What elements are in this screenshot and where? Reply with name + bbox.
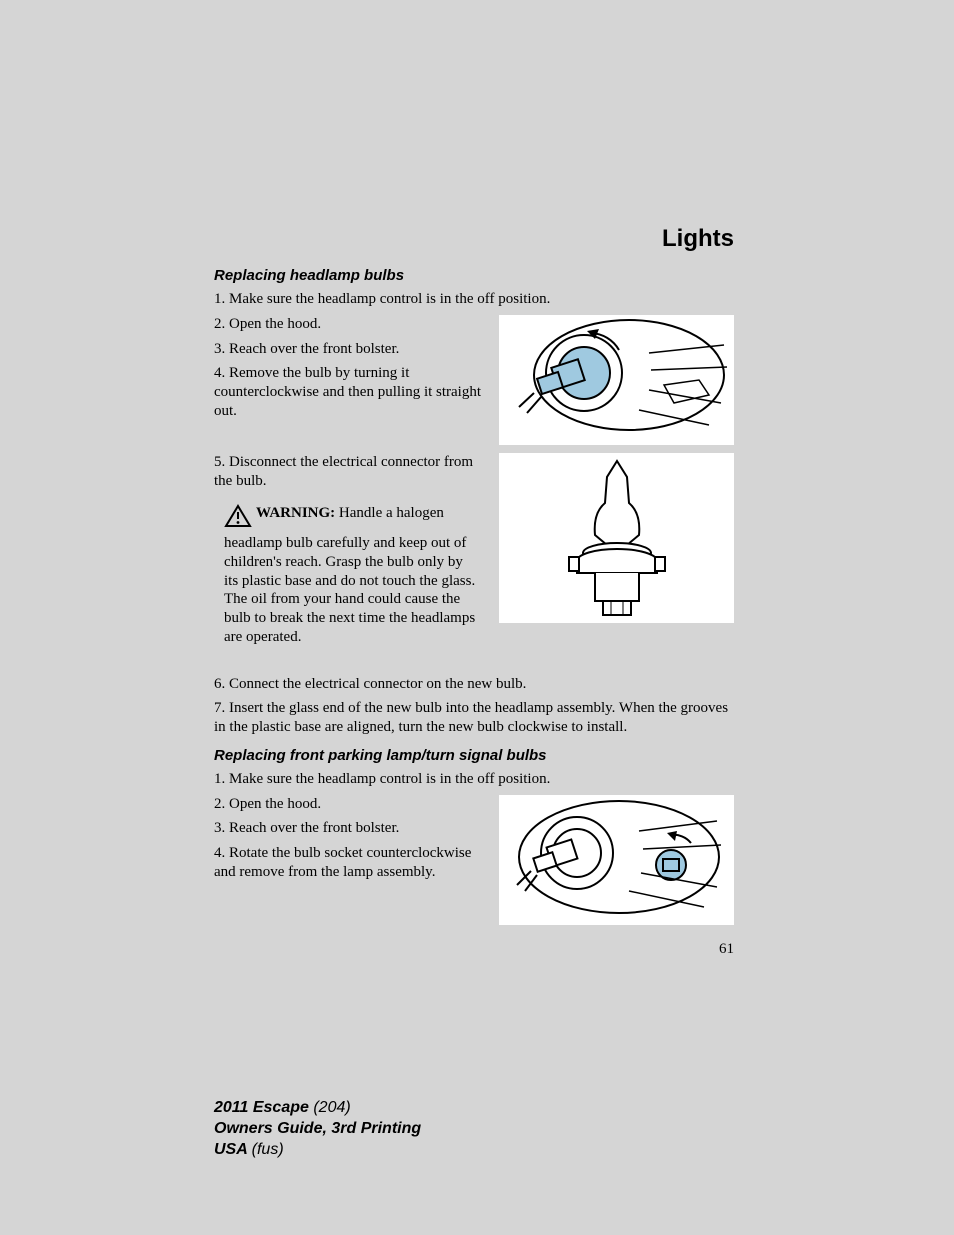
step-4: 4. Remove the bulb by turning it counter…	[214, 364, 487, 420]
warning-label: WARNING:	[256, 505, 335, 521]
row-steps-2-4: 2. Open the hood. 3. Reach over the fron…	[214, 315, 734, 445]
subhead-headlamp: Replacing headlamp bulbs	[214, 267, 734, 284]
footer-line-2: Owners Guide, 3rd Printing	[214, 1119, 421, 1140]
step-2: 2. Open the hood.	[214, 315, 487, 334]
page-content: Lights Replacing headlamp bulbs 1. Make …	[214, 225, 734, 958]
footer-line-3: USA (fus)	[214, 1140, 421, 1161]
section-title: Lights	[214, 225, 734, 253]
row-parking-steps: 2. Open the hood. 3. Reach over the fron…	[214, 795, 734, 925]
warning-text: Handle a halogen headlamp bulb carefully…	[224, 505, 475, 645]
warning-icon	[224, 504, 252, 534]
diagram-parking-bulb	[499, 795, 734, 925]
step-7: 7. Insert the glass end of the new bulb …	[214, 699, 734, 737]
page-number: 61	[214, 941, 734, 958]
footer: 2011 Escape (204) Owners Guide, 3rd Prin…	[214, 1098, 421, 1160]
row-step-5-warning: 5. Disconnect the electrical connector f…	[214, 453, 734, 657]
p-step-1: 1. Make sure the headlamp control is in …	[214, 770, 734, 789]
p-step-4: 4. Rotate the bulb socket counterclockwi…	[214, 844, 487, 882]
step-6: 6. Connect the electrical connector on t…	[214, 675, 734, 694]
diagram-remove-bulb	[499, 315, 734, 445]
step-1: 1. Make sure the headlamp control is in …	[214, 290, 734, 309]
step-5: 5. Disconnect the electrical connector f…	[214, 453, 487, 491]
p-step-3: 3. Reach over the front bolster.	[214, 819, 487, 838]
warning-box: WARNING: Handle a halogen headlamp bulb …	[214, 496, 487, 656]
p-step-2: 2. Open the hood.	[214, 795, 487, 814]
subhead-parking: Replacing front parking lamp/turn signal…	[214, 747, 734, 764]
step-3: 3. Reach over the front bolster.	[214, 340, 487, 359]
footer-line-1: 2011 Escape (204)	[214, 1098, 421, 1119]
diagram-bulb-alone	[499, 453, 734, 623]
